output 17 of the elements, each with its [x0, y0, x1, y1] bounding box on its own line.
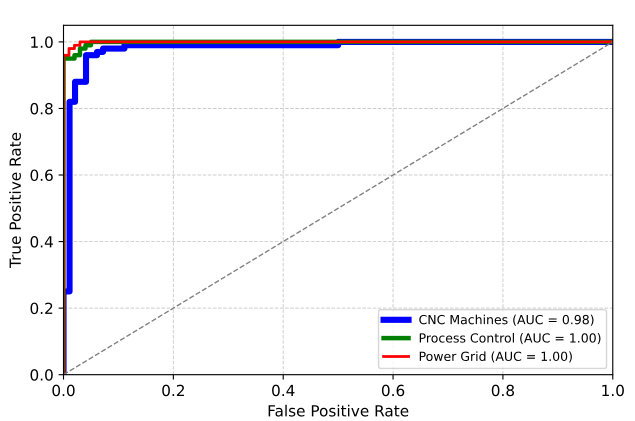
x-tick-label: 0.4	[272, 384, 294, 396]
x-tick-label: 0.6	[382, 384, 404, 396]
x-axis-title: False Positive Rate	[268, 404, 408, 417]
y-axis-title: True Positive Rate	[9, 132, 21, 268]
x-tick-label: 0.2	[162, 384, 184, 396]
y-tick-label: 0.8	[30, 102, 53, 114]
y-tick-label: 0.0	[30, 369, 53, 381]
legend-label: Process Control (AUC = 1.00)	[420, 332, 600, 344]
x-tick-label: 0.8	[492, 384, 514, 396]
legend-label: CNC Machines (AUC = 0.98)	[419, 314, 594, 326]
x-tick-label: 0.0	[52, 384, 75, 396]
legend-label: Power Grid (AUC = 1.00)	[420, 351, 572, 362]
y-tick-label: 0.2	[30, 302, 52, 314]
y-tick-label: 0.4	[30, 236, 53, 248]
x-tick-label: 1.0	[602, 384, 624, 396]
y-tick-label: 1.0	[31, 36, 53, 48]
y-tick-label: 0.6	[30, 169, 53, 182]
